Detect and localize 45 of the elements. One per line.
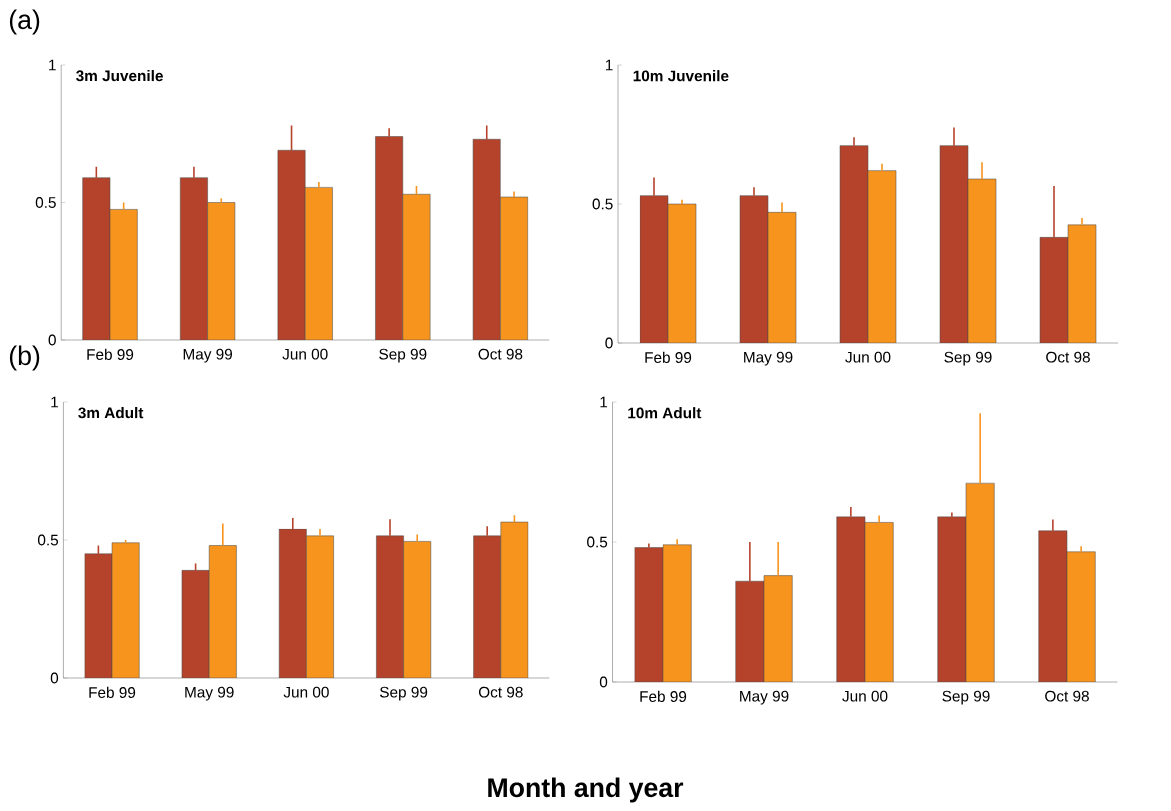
x-tick-label: Jun 00 xyxy=(283,686,329,698)
bar xyxy=(667,203,697,343)
bar xyxy=(207,202,236,341)
x-tick-label: Oct 98 xyxy=(478,348,523,360)
chart-title: 10m Adult xyxy=(628,407,702,419)
bar xyxy=(500,196,528,341)
x-tick-label: Oct 98 xyxy=(1045,690,1089,702)
y-tick-label: 0 xyxy=(605,337,613,349)
x-tick-label: Jun 00 xyxy=(842,690,888,702)
x-tick-label: Feb 99 xyxy=(645,351,692,363)
y-tick-label: 0.5 xyxy=(587,536,608,548)
x-tick-label: Sep 99 xyxy=(942,690,990,705)
x-tick-label: May 99 xyxy=(740,690,789,705)
x-tick-label: May 99 xyxy=(744,351,793,366)
chart-title: 3m Adult xyxy=(78,407,144,419)
y-tick-label: 0.5 xyxy=(592,198,613,210)
bar xyxy=(111,542,140,679)
x-tick-label: Sep 99 xyxy=(379,686,428,701)
y-tick-label: 1 xyxy=(600,396,608,408)
x-tick-label: Jun 00 xyxy=(845,351,891,363)
x-tick-label: Oct 98 xyxy=(1046,351,1090,363)
y-tick-label: 0 xyxy=(48,334,56,346)
x-tick-label: Sep 99 xyxy=(379,348,427,363)
x-tick-label: Sep 99 xyxy=(944,351,992,366)
x-tick-label: May 99 xyxy=(183,348,232,363)
y-tick-label: 1 xyxy=(51,396,58,408)
y-tick-label: 0.5 xyxy=(35,197,56,208)
y-tick-label: 0.5 xyxy=(37,534,59,546)
bar xyxy=(634,547,664,683)
x-tick-label: Feb 99 xyxy=(89,686,136,698)
y-tick-label: 1 xyxy=(49,59,56,71)
x-tick-label: May 99 xyxy=(185,686,234,701)
text: Month and year xyxy=(488,777,684,803)
y-tick-label: 1 xyxy=(605,59,613,71)
text: (b) xyxy=(9,345,40,371)
y-tick-label: 0 xyxy=(599,676,608,688)
bar xyxy=(937,516,967,683)
x-tick-label: Jun 00 xyxy=(282,348,328,360)
x-tick-label: Feb 99 xyxy=(87,348,134,360)
y-tick-label: 0 xyxy=(50,672,59,684)
chart-title: 3m Juvenile xyxy=(76,69,163,82)
text: (a) xyxy=(9,9,40,35)
chart-title: 10m Juvenile xyxy=(633,70,729,82)
x-tick-label: Oct 98 xyxy=(478,686,523,698)
x-tick-label: Feb 99 xyxy=(640,690,687,702)
